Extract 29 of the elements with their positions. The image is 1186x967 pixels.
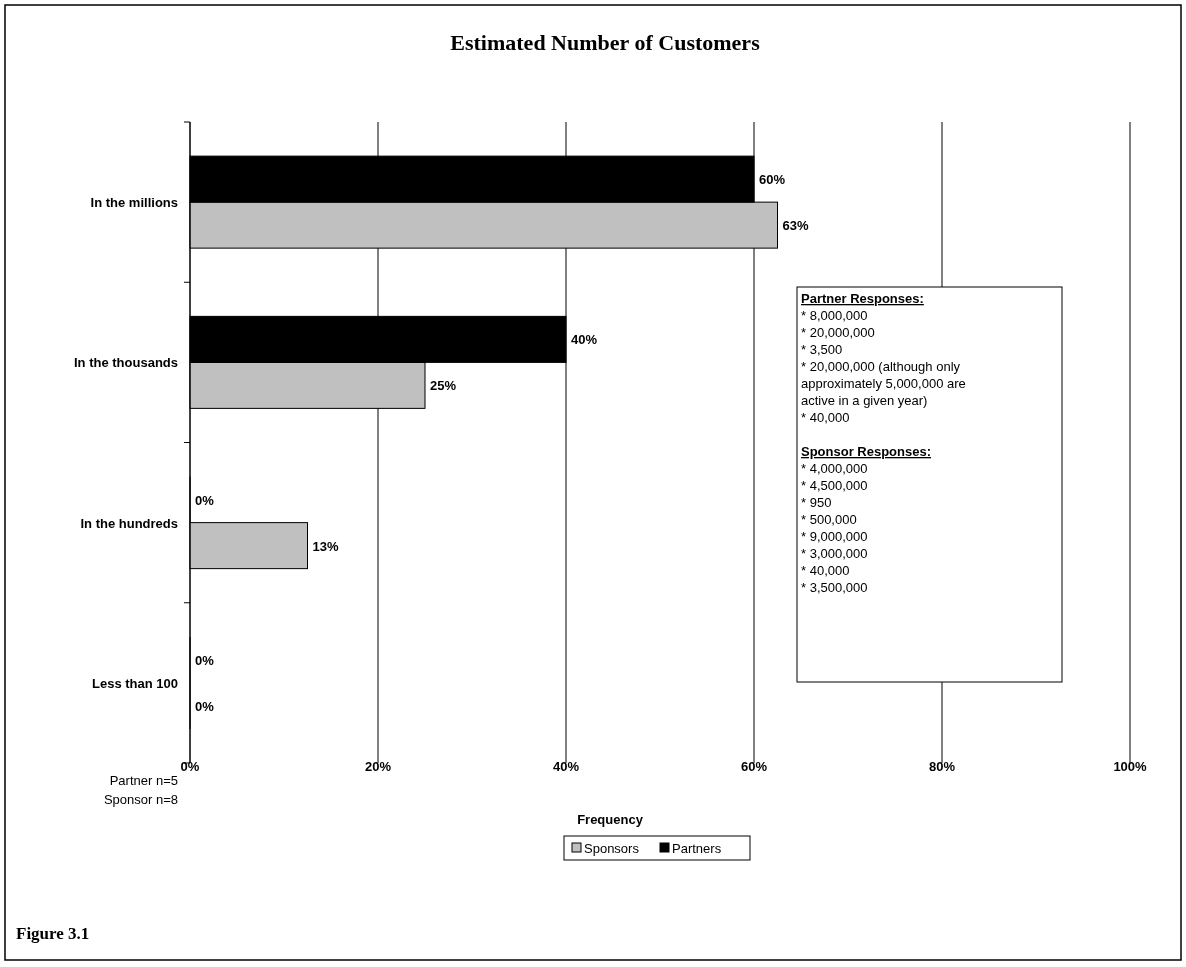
- caption: Figure 3.1: [16, 924, 90, 943]
- text: Sponsor n=8: [103, 792, 178, 807]
- y-tick-label: In the thousands: [74, 355, 178, 371]
- data-label: 63%: [782, 218, 809, 234]
- data-label: 40%: [571, 332, 598, 348]
- annotation: * 8,000,000 * 20,000,000 * 3,500 * 20,000,000 (although only approximately 5,000,000 are active in a given year) * 40,000: [801, 308, 966, 425]
- data-label: 13%: [312, 538, 339, 554]
- x-tick-label: 80%: [928, 759, 956, 774]
- x-tick-label: 0%: [180, 759, 200, 774]
- x-tick-label: 20%: [364, 759, 392, 774]
- text: Partner n=5: [109, 773, 178, 788]
- y-tick-label: Less than 100: [92, 675, 178, 691]
- y-tick-label: In the millions: [90, 195, 178, 211]
- x-tick-label: 60%: [740, 759, 768, 774]
- legend-label: Sponsors: [584, 841, 640, 856]
- chart-title: Estimated Number of Customers: [450, 30, 761, 55]
- x-axis-title: Frequency: [577, 812, 644, 827]
- annotation: Partner Responses:: [801, 291, 924, 306]
- data-label: 0%: [195, 492, 215, 508]
- data-label: 0%: [195, 652, 215, 668]
- annotation: * 4,000,000 * 4,500,000 * 950 * 500,000 * 9,000,000 * 3,000,000 * 40,000 * 3,500,000: [801, 461, 868, 595]
- x-tick-label: 100%: [1113, 759, 1148, 774]
- data-label: 25%: [430, 378, 457, 394]
- legend-label: Partners: [672, 841, 722, 856]
- data-label: 60%: [759, 172, 786, 188]
- x-tick-label: 40%: [552, 759, 580, 774]
- annotation: Sponsor Responses:: [801, 444, 932, 459]
- y-tick-label: In the hundreds: [80, 515, 178, 531]
- data-label: 0%: [195, 698, 215, 714]
